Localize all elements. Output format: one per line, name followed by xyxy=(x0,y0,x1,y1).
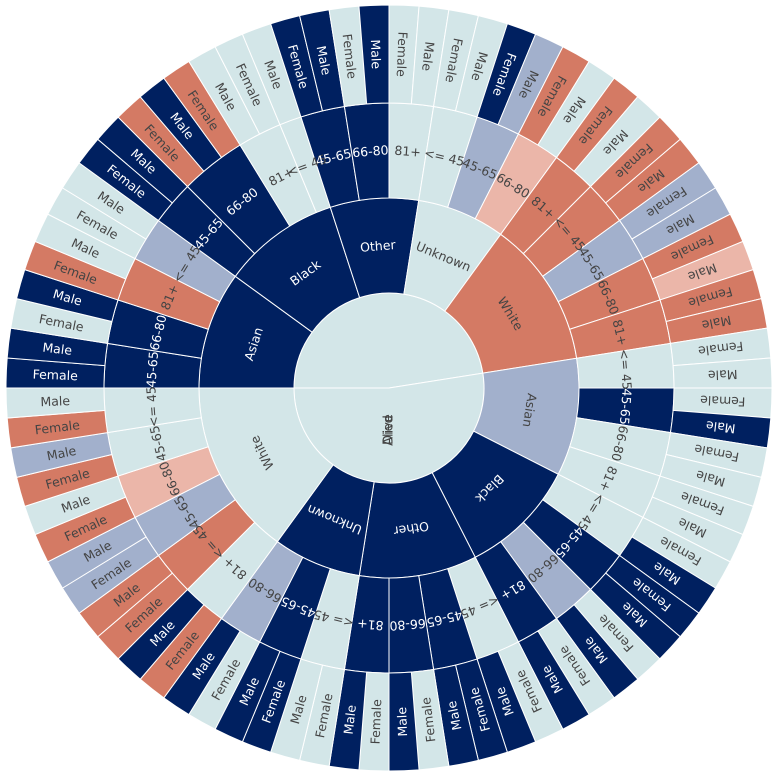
sunburst-segment-root1-died-0-white-4-le-45-5-male-1[interactable] xyxy=(5,387,106,419)
